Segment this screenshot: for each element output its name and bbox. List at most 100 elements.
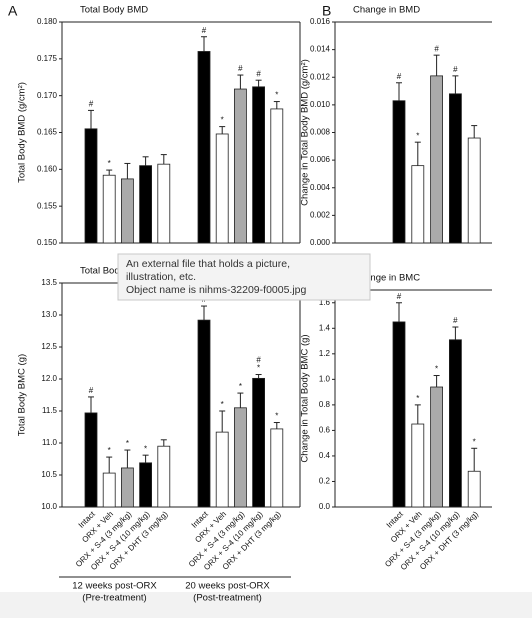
group-sublabel: (Post-treatment) — [193, 593, 262, 604]
y-tick-label: 0.004 — [310, 183, 331, 192]
y-tick-label: 1.4 — [319, 323, 331, 332]
bar — [430, 386, 444, 508]
bar — [233, 88, 247, 244]
bar — [392, 321, 406, 508]
y-tick-label: 0.180 — [37, 17, 58, 26]
significance-marker: # — [89, 100, 94, 109]
bar — [430, 75, 444, 244]
y-tick-label: 0.008 — [310, 128, 331, 137]
significance-marker: * — [239, 382, 242, 391]
y-tick-label: 0.012 — [310, 72, 331, 81]
bar — [252, 86, 266, 244]
significance-marker: * — [435, 365, 438, 374]
bar — [102, 174, 116, 244]
significance-marker: # — [453, 65, 458, 74]
chart-title: Total Body BMC — [80, 266, 148, 277]
tooltip: An external file that holds a picture,il… — [117, 253, 371, 301]
significance-marker: # — [256, 69, 261, 78]
tooltip-line: illustration, etc. — [126, 271, 196, 283]
bar — [84, 128, 98, 244]
significance-marker: # — [453, 316, 458, 325]
y-tick-label: 10.5 — [41, 470, 57, 479]
bar — [139, 165, 153, 244]
bar — [121, 178, 134, 244]
figure: A Total Body BMD Total Body BMD (g/cm²) 0.1… — [8, 3, 492, 604]
y-tick-label: 0.6 — [319, 426, 331, 435]
y-tick-label: 0.150 — [37, 238, 58, 247]
group-sublabel: (Pre-treatment) — [82, 593, 146, 604]
bar — [233, 407, 247, 508]
bar — [467, 470, 481, 508]
significance-marker: * — [416, 394, 419, 403]
y-tick-label: 0.8 — [319, 400, 331, 409]
group-label: 20 weeks post-ORX — [185, 581, 270, 592]
significance-marker: * — [275, 412, 278, 421]
bar — [270, 428, 284, 508]
y-tick-label: 12.0 — [41, 374, 57, 383]
group-label: 12 weeks post-ORX — [72, 581, 157, 592]
chart-title: Change in BMC — [353, 273, 420, 284]
tooltip-line: An external file that holds a picture, — [126, 258, 290, 270]
significance-marker: # — [256, 356, 261, 365]
chart-title: Change in BMD — [353, 5, 420, 16]
significance-marker: * — [221, 400, 224, 409]
bar — [84, 412, 98, 508]
y-tick-label: 0.2 — [319, 477, 331, 486]
panel-letter: A — [8, 3, 18, 19]
chart-title: Total Body BMD — [80, 5, 148, 16]
y-tick-label: 0.170 — [37, 91, 58, 100]
bar — [157, 445, 171, 508]
y-tick-label: 11.5 — [42, 406, 58, 415]
y-tick-label: 0.4 — [319, 451, 331, 460]
y-tick-label: 0.160 — [37, 164, 58, 173]
significance-marker: # — [434, 44, 439, 53]
y-tick-label: 0.006 — [310, 155, 331, 164]
bar — [448, 339, 462, 508]
bar — [121, 467, 134, 508]
y-tick-label: 0.0 — [319, 502, 331, 511]
significance-marker: # — [202, 26, 207, 35]
bar — [197, 51, 211, 244]
y-tick-label: 11.0 — [42, 438, 58, 447]
significance-marker: # — [238, 64, 243, 73]
y-tick-label: 13.0 — [41, 310, 57, 319]
y-tick-label: 0.165 — [37, 128, 58, 137]
y-tick-label: 0.010 — [310, 100, 331, 109]
y-tick-label: 0.175 — [37, 54, 58, 63]
bar — [102, 472, 116, 508]
significance-marker: # — [397, 292, 402, 301]
bar — [215, 431, 229, 508]
bar — [270, 108, 284, 244]
y-axis-label: Change in Total Body BMD (g/cm²) — [300, 59, 311, 206]
significance-marker: * — [473, 437, 476, 446]
bar — [411, 165, 425, 244]
y-tick-label: 13.5 — [41, 278, 57, 287]
y-tick-label: 10.0 — [41, 502, 57, 511]
significance-marker: * — [108, 446, 111, 455]
bar — [139, 462, 153, 508]
tooltip-line: Object name is nihms-32209-f0005.jpg — [126, 284, 307, 296]
significance-marker: # — [89, 386, 94, 395]
y-axis-label: Total Body BMC (g) — [17, 354, 28, 436]
y-tick-label: 0.002 — [310, 210, 331, 219]
y-tick-label: 0.000 — [310, 238, 331, 247]
footer-band — [0, 592, 532, 618]
tooltip-box — [117, 253, 371, 301]
y-axis-label: Total Body BMD (g/cm²) — [17, 82, 28, 183]
y-axis-label: Change in Total Body BMC (g) — [300, 334, 311, 462]
y-tick-label: 0.014 — [310, 45, 331, 54]
bar — [157, 163, 171, 244]
y-tick-label: 1.2 — [319, 349, 331, 358]
bar — [411, 423, 425, 508]
y-tick-label: 1.0 — [319, 374, 331, 383]
significance-marker: * — [416, 131, 419, 140]
y-tick-label: 1.6 — [319, 298, 331, 307]
significance-marker: * — [126, 439, 129, 448]
bar — [467, 137, 481, 244]
y-tick-label: 0.155 — [37, 201, 58, 210]
bar — [392, 100, 406, 244]
significance-marker: * — [108, 159, 111, 168]
significance-marker: # — [397, 72, 402, 81]
bar — [197, 319, 211, 508]
